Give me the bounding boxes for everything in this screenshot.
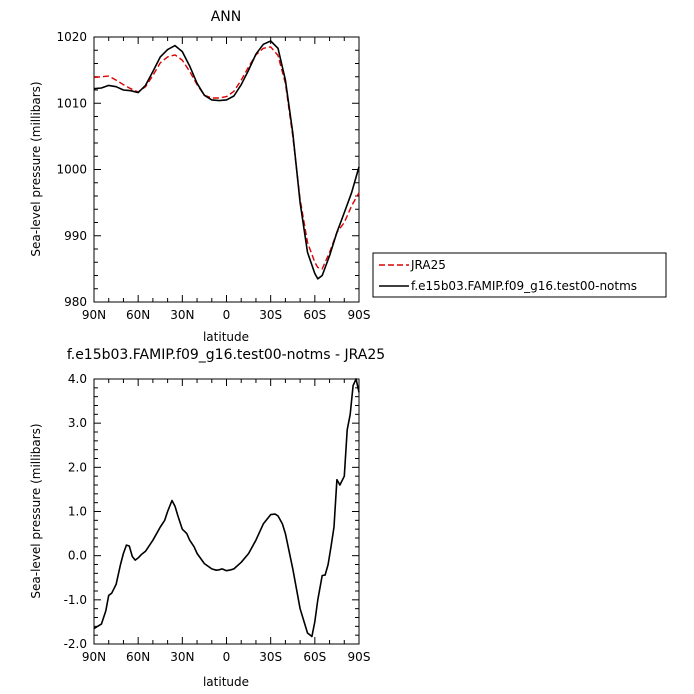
top-x-tick-label: 30N <box>170 308 194 322</box>
bottom-chart-title: f.e15b03.FAMIP.f09_g16.test00-notms - JR… <box>67 347 385 363</box>
top-y-axis-label: Sea-level pressure (millibars) <box>29 81 43 256</box>
bottom-plot-frame <box>93 378 360 645</box>
bottom-x-tick-label: 90S <box>348 650 371 664</box>
bottom-y-tick-label: -1.0 <box>64 593 87 607</box>
bottom-x-tick-label: 60S <box>303 650 326 664</box>
bottom-x-axis-label: latitude <box>203 675 249 689</box>
top-x-tick-label: 60S <box>303 308 326 322</box>
bottom-chart-panel: f.e15b03.FAMIP.f09_g16.test00-notms - JR… <box>29 347 385 689</box>
bottom-series-line-0 <box>93 378 360 638</box>
bottom-x-tick-label: 90N <box>82 650 106 664</box>
top-y-tick-label: 980 <box>64 295 87 309</box>
top-y-tick-label: 1000 <box>56 163 87 177</box>
bottom-x-tick-label: 30N <box>170 650 194 664</box>
bottom-y-tick-label: 2.0 <box>68 460 87 474</box>
top-x-tick-label: 90S <box>348 308 371 322</box>
top-x-tick-label: 60N <box>126 308 150 322</box>
bottom-y-tick-label: 0.0 <box>68 549 87 563</box>
bottom-y-axis-label: Sea-level pressure (millibars) <box>29 423 43 598</box>
top-plot-frame <box>93 36 360 303</box>
top-x-tick-label: 90N <box>82 308 106 322</box>
bottom-y-tick-label: 1.0 <box>68 505 87 519</box>
top-chart-legend: JRA25 f.e15b03.FAMIP.f09_g16.test00-notm… <box>372 252 667 298</box>
bottom-x-tick-label: 60N <box>126 650 150 664</box>
bottom-y-tick-label: 3.0 <box>68 416 87 430</box>
top-y-tick-label: 990 <box>64 229 87 243</box>
top-x-tick-label: 30S <box>259 308 282 322</box>
top-x-tick-label: 0 <box>223 308 231 322</box>
top-x-axis-label: latitude <box>203 330 249 344</box>
top-y-tick-label: 1010 <box>56 96 87 110</box>
bottom-x-tick-label: 30S <box>259 650 282 664</box>
top-series-line-0 <box>93 46 360 270</box>
legend-label-model: f.e15b03.FAMIP.f09_g16.test00-notms <box>411 279 637 293</box>
legend-box <box>372 252 667 298</box>
bottom-x-tick-label: 0 <box>223 650 231 664</box>
bottom-y-tick-label: 4.0 <box>68 372 87 386</box>
bottom-y-tick-label: -2.0 <box>64 637 87 651</box>
top-chart-panel: ANN 90N 60N 30N 0 30S 60S 90S 980 990 1000 1010 102… <box>29 9 667 344</box>
top-series-line-1 <box>93 40 360 280</box>
top-chart-title: ANN <box>211 9 242 25</box>
top-y-tick-label: 1020 <box>56 30 87 44</box>
legend-label-jra25: JRA25 <box>410 258 446 272</box>
